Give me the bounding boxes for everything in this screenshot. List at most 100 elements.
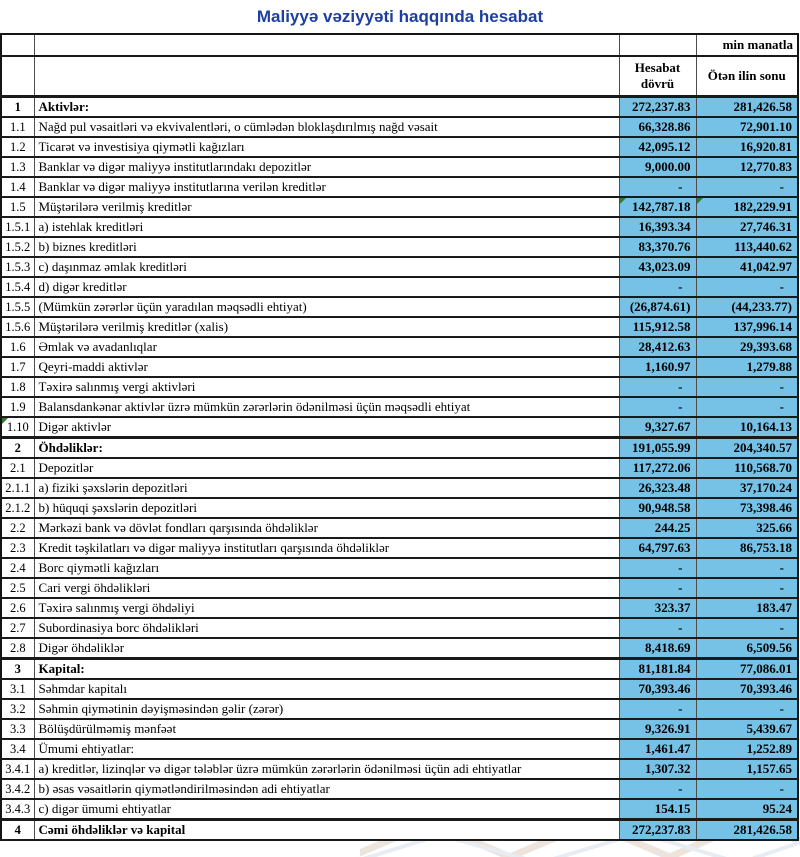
row-number-cell: 3 xyxy=(0,657,35,680)
row-label-cell: Əmlak və avadanlıqlar xyxy=(33,336,620,358)
row-label-cell: Səhmin qiymətinin dəyişməsindən gəlir (z… xyxy=(33,698,620,720)
value-cell-period: 90,948.58 xyxy=(618,497,697,519)
row-number-cell: 1.5.6 xyxy=(0,316,35,338)
table-row: 2.1.1 a) fiziki şəxslərin depozitləri 26,3… xyxy=(0,477,799,499)
value-cell-prior: - xyxy=(695,577,799,599)
formula-flag-icon xyxy=(697,199,703,204)
row-number-cell: 2.5 xyxy=(0,577,35,599)
row-number-cell: 2.6 xyxy=(0,597,35,619)
row-label-cell: Təxirə salınmış vergi aktivləri xyxy=(33,376,620,398)
value-cell-prior: 29,393.68 xyxy=(695,336,799,358)
value-cell-period: 117,272.06 xyxy=(618,457,697,479)
header-empty-no xyxy=(0,55,35,98)
value-cell-prior: 73,398.46 xyxy=(695,497,799,519)
row-number-cell: 1.1 xyxy=(0,116,35,138)
value-cell-period: - xyxy=(618,176,697,198)
table-row: 2 Öhdəliklər: 191,055.99 204,340.57 xyxy=(0,436,799,459)
value-cell-prior: - xyxy=(695,276,799,298)
row-number-cell: 3.4.1 xyxy=(0,758,35,780)
value-cell-period: 70,393.46 xyxy=(618,678,697,700)
unit-row-empty-period xyxy=(618,33,697,57)
row-number-cell: 3.2 xyxy=(0,698,35,720)
value-cell-period: 323.37 xyxy=(618,597,697,619)
row-number-cell: 2.2 xyxy=(0,517,35,539)
value-cell-prior: 204,340.57 xyxy=(695,436,799,459)
value-cell-prior: - xyxy=(695,617,799,639)
table-row: 1.5 Müştərilərə verilmiş kreditlər 142,787… xyxy=(0,196,799,218)
value-cell-prior: 10,164.13 xyxy=(695,416,799,439)
row-number-cell: 2.1.1 xyxy=(0,477,35,499)
table-row: 3 Kapital: 81,181.84 77,086.01 xyxy=(0,657,799,680)
value-cell-period: 272,237.83 xyxy=(618,95,697,118)
value-cell-period: 64,797.63 xyxy=(618,537,697,559)
header-empty-label xyxy=(33,55,620,98)
value-cell-period: 9,326.91 xyxy=(618,718,697,740)
row-label-cell: c) digər ümumi ehtiyatlar xyxy=(33,798,620,821)
row-number-cell: 2.4 xyxy=(0,557,35,579)
value-cell-prior: - xyxy=(695,376,799,398)
table-row: 2.1.2 b) hüquqi şəxslərin depozitləri 90,9… xyxy=(0,497,799,519)
value-cell-prior: 137,996.14 xyxy=(695,316,799,338)
value-cell-period: 42,095.12 xyxy=(618,136,697,158)
row-label-cell: Bölüşdürülməmiş mənfəət xyxy=(33,718,620,740)
value-cell-period: 9,327.67 xyxy=(618,416,697,439)
table-row: 1.3 Banklar və digər maliyyə institutları… xyxy=(0,156,799,178)
row-number-cell: 4 xyxy=(0,818,35,841)
row-number-cell: 3.4.2 xyxy=(0,778,35,800)
table-row: 3.4 Ümumi ehtiyatlar: 1,461.47 1,252.89 xyxy=(0,738,799,760)
row-number-cell: 2 xyxy=(0,436,35,459)
table-row: 2.3 Kredit təşkilatları və digər maliyyə … xyxy=(0,537,799,559)
value-cell-prior: 183.47 xyxy=(695,597,799,619)
row-label-cell: Cari vergi öhdəlikləri xyxy=(33,577,620,599)
table-body: 1 Aktivlər: 272,237.83 281,426.58 1.1 Nağd pu… xyxy=(0,95,799,841)
value-cell-period: - xyxy=(618,577,697,599)
column-header-period: Hesabat dövrü xyxy=(618,55,697,98)
row-label-cell: Subordinasiya borc öhdəlikləri xyxy=(33,617,620,639)
row-number-cell: 1.6 xyxy=(0,336,35,358)
row-label-cell: Təxirə salınmış vergi öhdəliyi xyxy=(33,597,620,619)
row-number-cell: 1.5 xyxy=(0,196,35,218)
row-label-cell: Müştərilərə verilmiş kreditlər (xalis) xyxy=(33,316,620,338)
row-label-cell: Qeyri-maddi aktivlər xyxy=(33,356,620,378)
table-row: 1.5.1 a) istehlak kreditləri 16,393.34 27,7… xyxy=(0,216,799,238)
value-cell-period: 272,237.83 xyxy=(618,818,697,841)
row-label-cell: b) hüquqi şəxslərin depozitləri xyxy=(33,497,620,519)
table-row: 1.5.6 Müştərilərə verilmiş kreditlər (xal… xyxy=(0,316,799,338)
value-cell-period: 154.15 xyxy=(618,798,697,821)
value-cell-period: - xyxy=(618,617,697,639)
row-label-cell: Cəmi öhdəliklər və kapital xyxy=(33,818,620,841)
value-cell-prior: 86,753.18 xyxy=(695,537,799,559)
row-number-cell: 2.1 xyxy=(0,457,35,479)
table-row: 3.1 Səhmdar kapitalı 70,393.46 70,393.46 xyxy=(0,678,799,700)
value-cell-prior: (44,233.77) xyxy=(695,296,799,318)
row-label-cell: Səhmdar kapitalı xyxy=(33,678,620,700)
value-cell-period: (26,874.61) xyxy=(618,296,697,318)
value-cell-prior: 5,439.67 xyxy=(695,718,799,740)
row-label-cell: a) fiziki şəxslərin depozitləri xyxy=(33,477,620,499)
table-row: 1.2 Ticarət və investisiya qiymətli kağız… xyxy=(0,136,799,158)
table-row: 1.5.4 d) digər kreditlər - - xyxy=(0,276,799,298)
row-number-cell: 1.2 xyxy=(0,136,35,158)
row-number-cell: 2.8 xyxy=(0,637,35,660)
value-cell-period: 43,023.09 xyxy=(618,256,697,278)
value-cell-period: 8,418.69 xyxy=(618,637,697,660)
value-cell-period: - xyxy=(618,396,697,418)
row-label-cell: Mərkəzi bank və dövlət fondları qarşısın… xyxy=(33,517,620,539)
value-cell-period: 191,055.99 xyxy=(618,436,697,459)
row-label-cell: b) biznes kreditləri xyxy=(33,236,620,258)
table-row: 2.5 Cari vergi öhdəlikləri - - xyxy=(0,577,799,599)
formula-flag-icon xyxy=(620,199,626,204)
value-cell-period: - xyxy=(618,698,697,720)
row-number-cell: 1.7 xyxy=(0,356,35,378)
table-row: 4 Cəmi öhdəliklər və kapital 272,237.83 281… xyxy=(0,818,799,841)
table-row: 1.8 Təxirə salınmış vergi aktivləri - - xyxy=(0,376,799,398)
value-cell-prior: 72,901.10 xyxy=(695,116,799,138)
row-label-cell: Borc qiymətli kağızları xyxy=(33,557,620,579)
row-number-cell: 1.9 xyxy=(0,396,35,418)
row-label-cell: Öhdəliklər: xyxy=(33,436,620,459)
row-label-cell: Ticarət və investisiya qiymətli kağızlar… xyxy=(33,136,620,158)
row-number-cell: 3.4 xyxy=(0,738,35,760)
row-number-cell: 1.5.1 xyxy=(0,216,35,238)
value-cell-prior: 70,393.46 xyxy=(695,678,799,700)
row-number-cell: 3.4.3 xyxy=(0,798,35,821)
